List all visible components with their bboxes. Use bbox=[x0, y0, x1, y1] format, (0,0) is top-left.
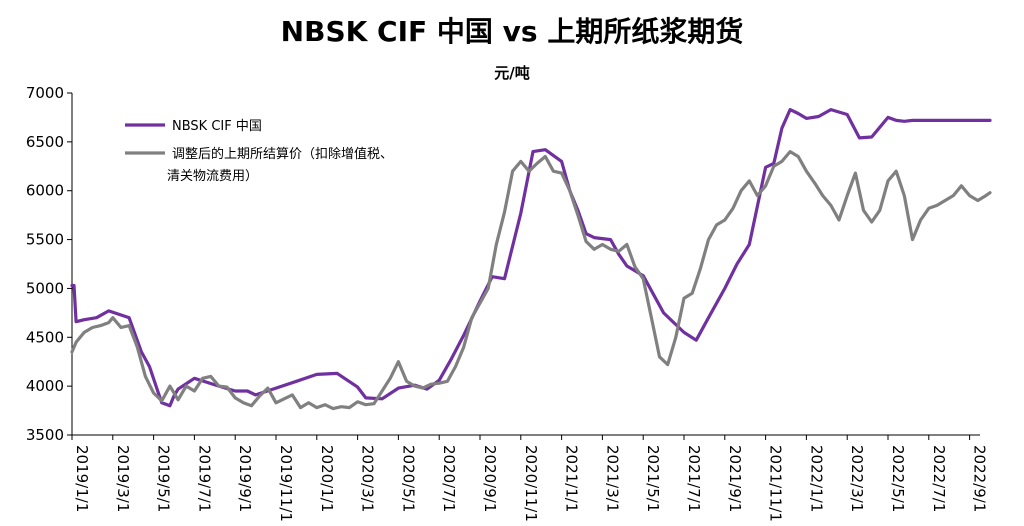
chart-title: NBSK CIF 中国 vs 上期所纸浆期货 bbox=[280, 15, 744, 48]
y-tick-label: 5000 bbox=[26, 279, 64, 297]
y-tick-label: 4500 bbox=[26, 328, 64, 346]
x-tick-label: 2019/1/1 bbox=[73, 445, 91, 512]
x-tick-label: 2019/7/1 bbox=[195, 445, 213, 512]
x-tick-label: 2020/9/1 bbox=[481, 445, 499, 512]
x-tick-label: 2020/11/1 bbox=[522, 445, 540, 522]
x-tick-label: 2021/5/1 bbox=[644, 445, 662, 512]
x-tick-label: 2021/11/1 bbox=[767, 445, 785, 522]
x-tick-label: 2020/7/1 bbox=[440, 445, 458, 512]
x-tick-label: 2022/9/1 bbox=[971, 445, 989, 512]
y-tick-label: 6000 bbox=[26, 182, 64, 200]
x-tick-label: 2020/1/1 bbox=[318, 445, 336, 512]
series-line-1 bbox=[70, 107, 992, 408]
series-layer bbox=[70, 107, 992, 411]
x-tick-label: 2022/1/1 bbox=[807, 445, 825, 512]
x-tick-label: 2019/3/1 bbox=[114, 445, 132, 512]
y-tick-label: 4000 bbox=[26, 377, 64, 395]
y-tick-label: 6500 bbox=[26, 133, 64, 151]
y-axis: 7000 6500 6000 5500 5000 4500 4000 3500 bbox=[26, 84, 73, 444]
y-tick-label: 7000 bbox=[26, 84, 64, 102]
y-tick-label: 3500 bbox=[26, 426, 64, 444]
x-tick-label: 2019/9/1 bbox=[236, 445, 254, 512]
x-tick-label: 2020/5/1 bbox=[399, 445, 417, 512]
x-tick-label: 2020/3/1 bbox=[359, 445, 377, 512]
x-tick-label: 2019/11/1 bbox=[277, 445, 295, 522]
x-tick-label: 2021/9/1 bbox=[726, 445, 744, 512]
x-tick-label: 2022/5/1 bbox=[889, 445, 907, 512]
x-tick-label: 2022/7/1 bbox=[930, 445, 948, 512]
y-axis-unit-label: 元/吨 bbox=[494, 64, 530, 82]
x-axis: 2019/1/1 2019/3/1 2019/5/1 2019/7/1 2019/9/1… bbox=[71, 434, 989, 522]
series-line-2 bbox=[70, 150, 992, 411]
legend-label-1: NBSK CIF 中国 bbox=[172, 119, 262, 134]
x-tick-label: 2022/3/1 bbox=[848, 445, 866, 512]
x-tick-label: 2021/7/1 bbox=[685, 445, 703, 512]
x-tick-label: 2019/5/1 bbox=[155, 445, 173, 512]
y-tick-label: 5500 bbox=[26, 231, 64, 249]
x-tick-label: 2021/1/1 bbox=[563, 445, 581, 512]
legend-label-2: 调整后的上期所结算价（扣除增值税、清关物流费用） bbox=[167, 146, 393, 184]
x-tick-label: 2021/3/1 bbox=[603, 445, 621, 512]
